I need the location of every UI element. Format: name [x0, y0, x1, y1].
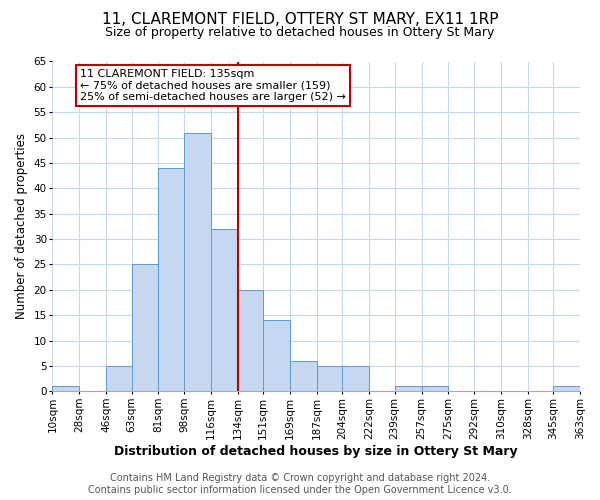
Bar	[422, 386, 448, 392]
Text: 11, CLAREMONT FIELD, OTTERY ST MARY, EX11 1RP: 11, CLAREMONT FIELD, OTTERY ST MARY, EX1…	[102, 12, 498, 28]
Bar	[317, 366, 343, 392]
X-axis label: Distribution of detached houses by size in Ottery St Mary: Distribution of detached houses by size …	[115, 444, 518, 458]
Bar	[106, 366, 131, 392]
Bar	[158, 168, 184, 392]
Bar	[184, 132, 211, 392]
Bar	[52, 386, 79, 392]
Bar	[395, 386, 422, 392]
Bar	[290, 361, 317, 392]
Text: Size of property relative to detached houses in Ottery St Mary: Size of property relative to detached ho…	[106, 26, 494, 39]
Bar	[343, 366, 369, 392]
Text: 11 CLAREMONT FIELD: 135sqm
← 75% of detached houses are smaller (159)
25% of sem: 11 CLAREMONT FIELD: 135sqm ← 75% of deta…	[80, 69, 346, 102]
Text: Contains HM Land Registry data © Crown copyright and database right 2024.
Contai: Contains HM Land Registry data © Crown c…	[88, 474, 512, 495]
Bar	[211, 229, 238, 392]
Bar	[131, 264, 158, 392]
Bar	[263, 320, 290, 392]
Y-axis label: Number of detached properties: Number of detached properties	[15, 134, 28, 320]
Bar	[553, 386, 580, 392]
Bar	[238, 290, 263, 392]
